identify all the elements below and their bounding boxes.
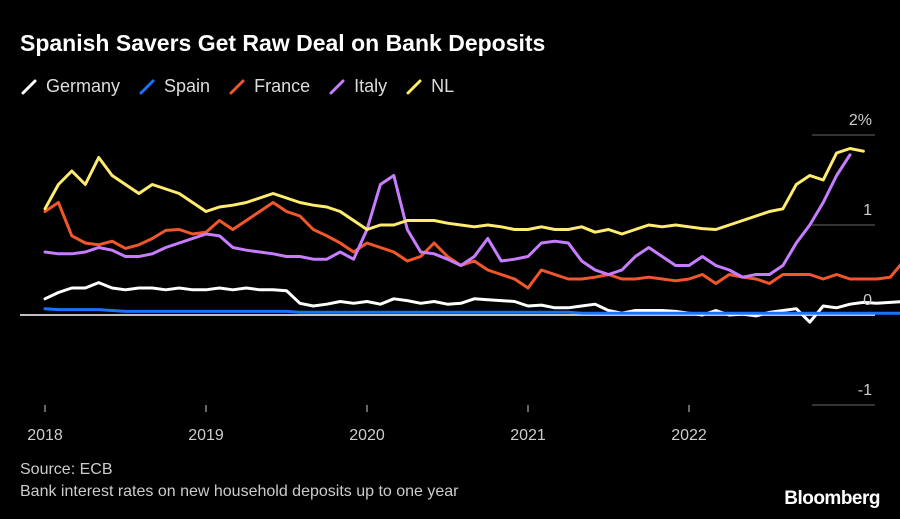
y-tick-label-3: -1 [858, 382, 872, 399]
series-line-france [43, 201, 900, 290]
y-tick-label-2: 0 [863, 292, 872, 309]
legend-swatch-germany [20, 78, 38, 96]
y-tick-label-0: 2% [849, 112, 872, 129]
legend-swatch-france [228, 78, 246, 96]
legend-item-spain: Spain [138, 76, 210, 97]
legend-item-france: France [228, 76, 310, 97]
legend-label-germany: Germany [46, 76, 121, 96]
legend-item-nl: NL [405, 76, 454, 97]
x-tick-label-2: 2020 [349, 427, 385, 444]
legend-label-italy: Italy [354, 76, 388, 96]
series-line-italy [43, 153, 852, 279]
legend: Germany Spain France Italy NL [20, 76, 472, 97]
tick-layer: 2% 1 0 -1 2018 2019 2020 2021 2022 [27, 112, 872, 444]
bloomberg-logo: Bloomberg [784, 488, 880, 509]
legend-label-france: France [254, 76, 311, 96]
x-tick-label-4: 2022 [671, 427, 707, 444]
grid-layer [20, 134, 875, 406]
series-layer [43, 147, 900, 324]
footnote: Bank interest rates on new household dep… [20, 483, 459, 500]
legend-item-germany: Germany [20, 76, 120, 97]
chart-title: Spanish Savers Get Raw Deal on Bank Depo… [20, 30, 546, 56]
legend-swatch-italy [328, 78, 346, 96]
series-line-germany [43, 281, 900, 324]
y-tick-label-1: 1 [863, 202, 872, 219]
legend-swatch-nl [405, 78, 423, 96]
x-tick-label-1: 2019 [188, 427, 224, 444]
legend-label-spain: Spain [164, 76, 211, 96]
series-line-spain [43, 307, 900, 315]
x-tick-label-0: 2018 [27, 427, 63, 444]
source-note: Source: ECB [20, 461, 113, 478]
legend-swatch-spain [138, 78, 156, 96]
legend-label-nl: NL [431, 76, 455, 96]
x-tick-label-3: 2021 [510, 427, 546, 444]
series-line-nl [43, 147, 865, 236]
legend-item-italy: Italy [328, 76, 387, 97]
